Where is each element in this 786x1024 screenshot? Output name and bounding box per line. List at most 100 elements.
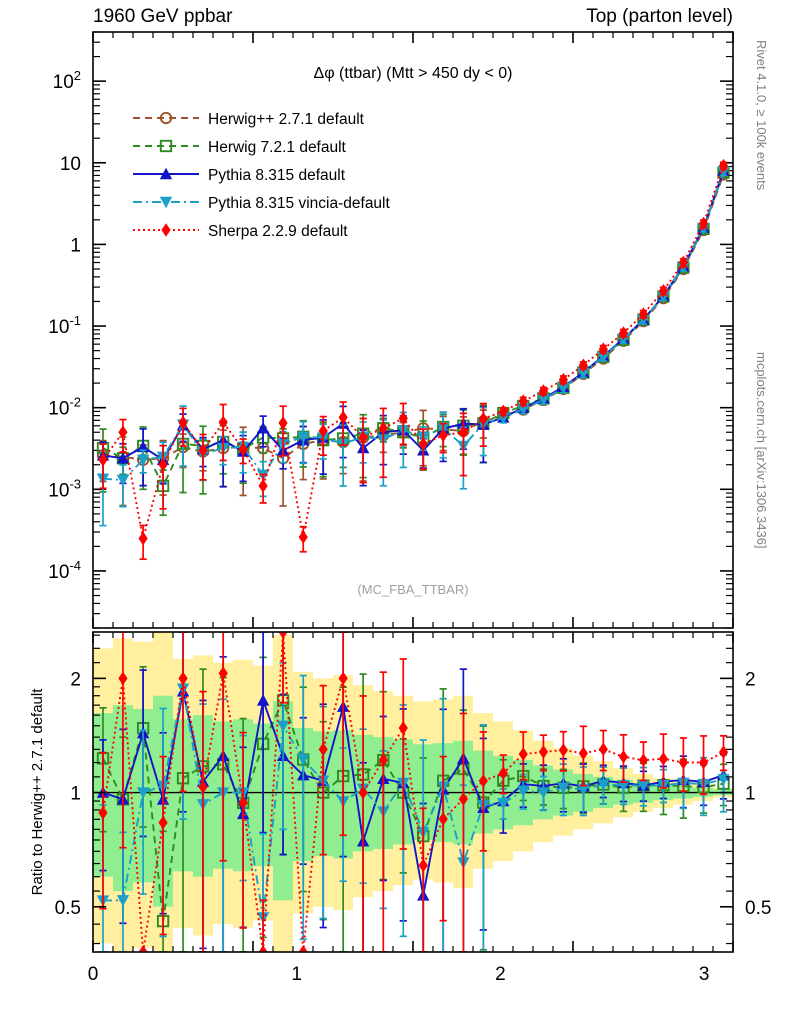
ratio-series-4-marker [258,945,268,952]
main-series-4-marker [718,158,729,173]
main-series-4-marker [218,415,228,430]
main-series-4-marker [518,394,528,409]
ratio-panel: 0.5 0.5 1 1 2 2 0 1 2 3 Ratio to Herwig++ 2.7.1 d… [29,631,772,985]
main-series-4-marker [578,358,588,373]
ratio-series-4-errorbar [239,731,247,929]
main-series-3-line [102,171,725,481]
ratio-series-4-marker [498,766,508,780]
main-series-4-marker [438,428,448,443]
ratio-series-4-marker [698,755,709,770]
legend-label: Pythia 8.315 default [208,167,346,184]
main-series-4-marker [338,410,348,425]
ratio-series-4-line [102,632,724,952]
legend-label: Pythia 8.315 vincia-default [208,195,391,212]
ratio-series-4-marker [718,745,729,759]
ratio-series-3-marker [557,782,570,794]
main-series-4-marker [498,404,508,419]
main-series-4-marker [538,384,549,398]
ratio-series-4-marker [438,812,448,826]
main-series-4-errorbar [459,412,467,477]
main-series-4-marker [318,424,328,438]
main-series-4-marker [638,307,649,321]
legend-item-1[interactable]: Herwig 7.2.1 default [133,139,347,156]
ratio-series-4-marker [618,750,629,764]
main-series-4-marker [258,479,268,493]
ratio-series-3-errorbar [139,729,147,895]
ratio-series-1-line [102,697,724,922]
ratio-series-4-marker [558,743,568,757]
main-series-3-marker [557,382,570,395]
ratio-series-4-errorbar [279,632,287,704]
legend-marker-diamond [161,223,171,237]
svg-text:10: 10 [60,154,81,175]
ratio-series-4-errorbar [179,632,187,793]
main-y-tick-labels: 10-4 10-3 10-2 10-1 1 10 102 [48,68,81,583]
main-panel-title: Δφ (ttbar) (Mtt > 450 dy < 0) [314,65,513,82]
ratio-series-4-errorbar [479,731,487,852]
ratio-series-4-marker [278,632,288,639]
ratio-series-4-marker [578,746,588,761]
main-series-3-marker [577,367,590,380]
ratio-series-3-marker [577,784,590,796]
header-left: 1960 GeV ppbar [93,6,233,27]
main-series-4-marker [418,437,428,451]
main-panel: Δφ (ttbar) (Mtt > 450 dy < 0) 10-410-310… [48,31,734,629]
ratio-series-4-marker [198,780,208,794]
main-series-2-marker [256,422,270,434]
ratio-series-4-marker [358,785,368,800]
main-series-4-marker [118,425,128,440]
ratio-series-3-marker [637,780,650,792]
ratio-series-4-marker [598,742,608,757]
svg-text:1: 1 [70,784,81,805]
main-series-3-marker [537,394,550,406]
legend-item-0[interactable]: Herwig++ 2.7.1 default [133,111,365,128]
side-label-rivet: Rivet 4.1.0, ≥ 100k events [754,40,769,191]
legend-marker-triangle-down [159,196,173,209]
svg-text:10-2: 10-2 [48,395,81,420]
header-right: Top (parton level) [586,6,733,27]
ratio-tick-labels: 0.5 0.5 1 1 2 2 0 1 2 3 [55,669,772,985]
svg-text:10-1: 10-1 [48,313,81,338]
main-series-4-marker [278,416,288,430]
legend-item-4[interactable]: Sherpa 2.2.9 default [133,223,348,240]
x-tick-label: 3 [699,964,710,985]
ratio-series-4-marker [238,796,248,810]
ratio-series-2-marker [256,694,270,706]
ratio-series-4-marker [378,753,388,767]
ratio-series-2-errorbar [259,632,267,834]
x-tick-label: 2 [495,964,506,985]
svg-text:1: 1 [745,784,756,805]
main-series-4-marker [138,531,148,546]
main-series-4-marker [378,421,388,436]
legend: Herwig++ 2.7.1 default Herwig 7.2.1 defau… [133,111,391,240]
ratio-series-4-errorbar [99,751,107,910]
legend-item-2[interactable]: Pythia 8.315 default [133,167,346,184]
ratio-series-4-marker [178,671,188,686]
ratio-series-4-marker [98,805,108,820]
main-series-4-marker [398,411,408,426]
main-series-4-marker [198,443,208,458]
legend-item-3[interactable]: Pythia 8.315 vincia-default [133,195,391,212]
main-series-4-errorbar [379,407,387,479]
ratio-panel-frame [92,631,734,953]
main-series-4-errorbar [279,405,287,457]
ratio-series-3-errorbar [299,674,307,941]
ratio-series-4-marker [418,858,428,873]
x-tick-label: 0 [88,964,99,985]
main-series-3-marker [136,454,150,466]
ratio-series-4-marker [118,671,128,686]
ratio-series-3-marker [497,798,510,810]
ratio-series-3-marker [136,787,150,799]
main-series-4-marker [658,284,669,298]
ratio-series-4-marker [398,721,408,735]
side-label-mcplots: mcplots.cern.ch [arXiv:1306.3436] [754,352,769,549]
main-series-4-errorbar [219,403,227,462]
ratio-series-3-marker [116,895,130,907]
watermark: (MC_FBA_TTBAR) [357,582,468,597]
ratio-series-4-marker [458,792,468,806]
main-series-2-marker [136,440,150,453]
ratio-series-4-marker [318,742,328,757]
ratio-series-3-marker [537,787,550,799]
svg-text:10-4: 10-4 [48,558,81,583]
